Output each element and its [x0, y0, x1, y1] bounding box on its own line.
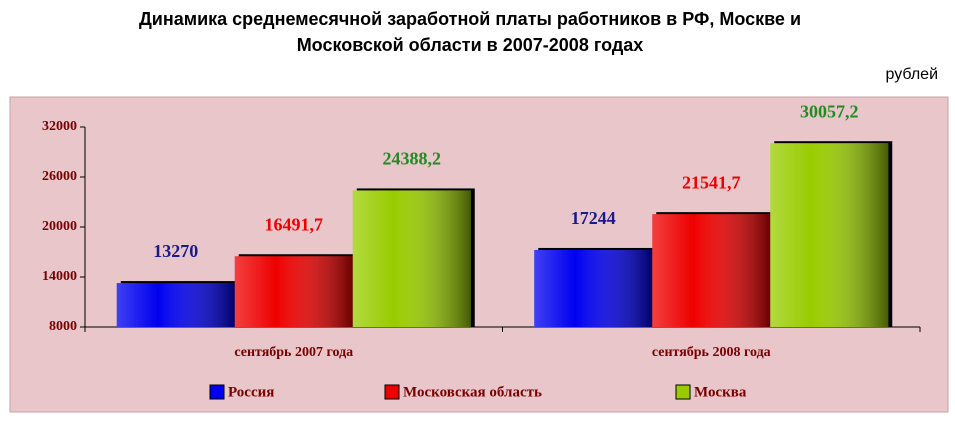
- bar-shade: [534, 249, 653, 327]
- legend-label: Московская область: [403, 384, 542, 400]
- legend-swatch: [675, 384, 691, 400]
- legend-label: Россия: [228, 384, 274, 400]
- bar-shade: [352, 190, 471, 327]
- y-tick-label: 14000: [42, 269, 77, 284]
- y-tick-label: 8000: [49, 319, 77, 334]
- legend-swatch: [209, 384, 225, 400]
- bar-shade: [234, 256, 353, 327]
- value-label: 16491,7: [265, 214, 324, 234]
- y-tick-label: 20000: [42, 219, 77, 234]
- value-label: 24388,2: [383, 149, 442, 169]
- x-tick-label: сентябрь 2008 года: [652, 345, 771, 360]
- unit-label: рублей: [885, 66, 938, 83]
- bar-shade: [652, 214, 771, 327]
- value-label: 21541,7: [682, 172, 741, 192]
- bar-shade: [770, 143, 889, 327]
- y-tick-label: 32000: [42, 119, 77, 134]
- chart-title: Динамика среднемесячной заработной платы…: [139, 9, 801, 29]
- bar-shade: [116, 283, 235, 327]
- value-label: 13270: [153, 241, 198, 261]
- y-tick-label: 26000: [42, 169, 77, 184]
- chart-subtitle: Московской области в 2007-2008 годах: [297, 35, 644, 55]
- legend-label: Москва: [694, 384, 747, 400]
- legend-swatch: [384, 384, 400, 400]
- value-label: 30057,2: [800, 101, 859, 121]
- value-label: 17244: [571, 208, 616, 228]
- x-tick-label: сентябрь 2007 года: [234, 345, 353, 360]
